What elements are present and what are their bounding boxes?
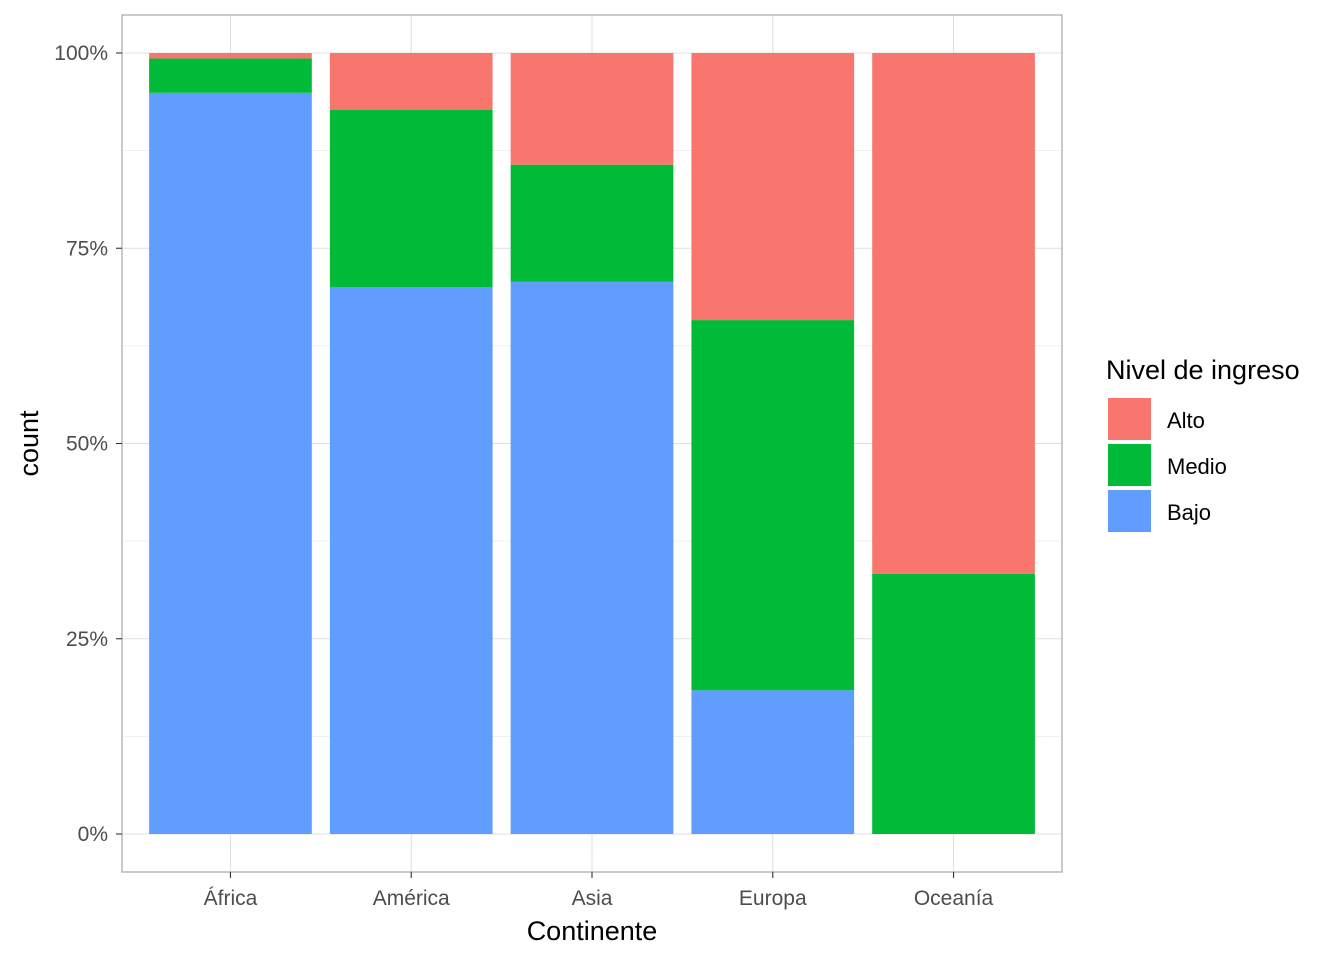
x-tick-label: América (373, 887, 450, 910)
legend-swatch (1108, 398, 1151, 440)
bar-segment (691, 690, 855, 834)
y-tick-label: 50% (66, 433, 108, 456)
bar-segment (872, 573, 1035, 834)
bar-segment (691, 53, 855, 321)
y-axis-title: count (14, 410, 44, 477)
legend-label: Medio (1167, 454, 1227, 479)
x-tick-label: Asia (572, 887, 613, 910)
bar-segment (149, 53, 312, 59)
bar-segment (510, 281, 674, 834)
legend-label: Alto (1167, 408, 1205, 433)
legend-label: Bajo (1167, 500, 1211, 525)
bar-segment (329, 53, 493, 111)
y-axis-ticks: 0% 25% 50% 75% 100% (54, 42, 122, 846)
bar-segment (510, 53, 674, 165)
y-tick-label: 0% (78, 823, 108, 846)
bar-segment (329, 110, 493, 288)
x-axis-ticks: África América Asia Europa Oceanía (204, 872, 994, 910)
x-tick-label: África (204, 887, 258, 910)
legend-swatch (1108, 444, 1151, 486)
bar-segment (872, 53, 1035, 574)
bar-segment (691, 320, 855, 691)
x-axis-title: Continente (527, 916, 658, 946)
y-tick-label: 75% (66, 237, 108, 260)
bar-segment (510, 164, 674, 282)
y-tick-label: 25% (66, 628, 108, 651)
legend-title: Nivel de ingreso (1106, 355, 1300, 385)
bars (149, 53, 1035, 835)
legend: Nivel de ingreso Alto Medio Bajo (1106, 355, 1300, 532)
y-tick-label: 100% (54, 42, 108, 65)
bar-segment (149, 58, 312, 93)
bar-segment (149, 92, 312, 835)
legend-swatch (1108, 490, 1151, 532)
x-tick-label: Oceanía (914, 887, 994, 910)
x-tick-label: Europa (739, 887, 807, 910)
bar-segment (329, 287, 493, 834)
